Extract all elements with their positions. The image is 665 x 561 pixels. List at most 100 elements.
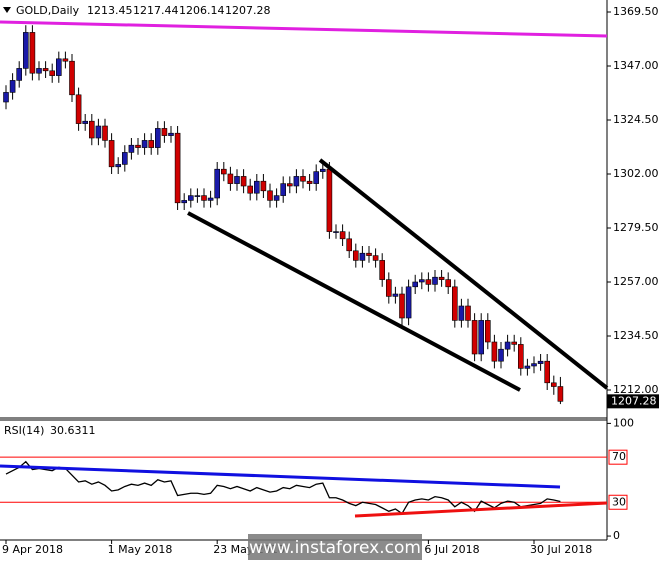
- candle-body: [557, 386, 564, 402]
- candle-body: [207, 197, 214, 201]
- rsi-line: [5, 460, 561, 515]
- y-tick-label: 1302.00: [613, 167, 659, 180]
- candle-body: [372, 255, 379, 261]
- candle-body: [36, 68, 42, 74]
- candle-body: [69, 60, 75, 96]
- candle-body: [234, 176, 240, 184]
- level-label: 30: [612, 495, 626, 508]
- candle-body: [161, 128, 168, 136]
- candle-body: [168, 132, 174, 136]
- candle-body: [432, 276, 438, 285]
- candle-body: [267, 190, 273, 201]
- candle-body: [306, 180, 313, 184]
- rsi-title: RSI(14): [4, 424, 44, 437]
- candle-body: [531, 363, 537, 367]
- candle-body: [280, 183, 287, 196]
- candle-body: [319, 168, 326, 172]
- candle-body: [128, 144, 135, 153]
- candle-body: [9, 80, 16, 93]
- y-tick-label: 100: [613, 416, 634, 429]
- y-tick-label: 1347.00: [613, 59, 659, 72]
- candle-body: [511, 341, 518, 345]
- candle-body: [174, 132, 181, 204]
- level-label-box: [608, 449, 628, 465]
- candle-body: [16, 68, 23, 81]
- x-tick-label: 9 Apr 2018: [2, 543, 63, 556]
- price-label-box: [607, 394, 659, 409]
- candle-body: [366, 252, 372, 256]
- candle-body: [451, 286, 458, 321]
- level-label: 70: [612, 450, 626, 463]
- candle-body: [379, 260, 386, 280]
- candle-body: [240, 176, 247, 187]
- y-tick-label: 1324.50: [613, 113, 659, 126]
- candle-body: [412, 281, 419, 288]
- y-tick-label: 0: [613, 529, 620, 542]
- candle-body: [188, 195, 194, 201]
- candle-body: [122, 152, 128, 165]
- candle-body: [333, 231, 339, 233]
- candle-body: [544, 360, 551, 384]
- candle-body: [29, 32, 36, 74]
- y-tick-label: 1212.00: [613, 383, 659, 396]
- chart-title: GOLD,Daily: [16, 4, 80, 17]
- candle-body: [498, 348, 504, 362]
- candle-body: [550, 382, 557, 387]
- candle-body: [89, 120, 95, 139]
- candle-body: [313, 171, 320, 184]
- open-value: 1213.45: [87, 4, 133, 17]
- candle-body: [42, 68, 49, 72]
- rsi-trend-line: [0, 464, 561, 489]
- watermark-box: [248, 534, 422, 560]
- candle-body: [75, 94, 82, 124]
- level-label-box: [608, 494, 628, 510]
- candle-body: [155, 128, 161, 148]
- candle-body: [445, 279, 452, 288]
- candle-body: [465, 305, 471, 321]
- candle-body: [102, 125, 108, 141]
- y-tick-label: 1279.50: [613, 221, 659, 234]
- low-value: 1206.14: [179, 4, 225, 17]
- candle-body: [194, 195, 201, 197]
- candle-body: [201, 195, 207, 201]
- candle-body: [82, 120, 88, 124]
- candle-body: [352, 250, 359, 261]
- candle-body: [260, 180, 267, 192]
- candle-body: [55, 58, 62, 76]
- y-tick-label: 1234.50: [613, 329, 659, 342]
- candle-body: [227, 173, 234, 184]
- candle-body: [399, 293, 405, 319]
- candle-body: [471, 320, 478, 355]
- candle-body: [478, 320, 485, 355]
- candle-body: [214, 168, 220, 199]
- x-tick-label: 30 Jul 2018: [530, 543, 592, 556]
- candle-body: [484, 320, 491, 343]
- candle-body: [537, 360, 544, 364]
- candle-body: [339, 231, 346, 240]
- candle-body: [458, 305, 465, 321]
- trend-line: [0, 20, 608, 38]
- candle-body: [359, 252, 366, 261]
- candle-body: [392, 293, 399, 297]
- candle-body: [293, 176, 300, 187]
- x-tick-label: 6 Jul 2018: [424, 543, 479, 556]
- y-tick-label: 1369.50: [613, 5, 659, 18]
- candle-body: [22, 32, 29, 69]
- rsi-value: 30.6311: [50, 424, 96, 437]
- candle-body: [3, 92, 9, 103]
- candle-body: [286, 183, 293, 187]
- candle-body: [300, 176, 306, 182]
- candle-body: [517, 344, 524, 369]
- candle-body: [247, 185, 253, 194]
- marks: 1369.50 1347.00 1324.50 1302.00 1279.50 1257.…: [0, 5, 659, 556]
- y-tick-label: 1257.00: [613, 275, 659, 288]
- candle-body: [148, 140, 154, 148]
- candle-body: [346, 238, 353, 252]
- close-value: 1207.28: [225, 4, 271, 17]
- candle-body: [385, 279, 392, 297]
- candle-body: [141, 140, 148, 148]
- candle-body: [221, 168, 227, 175]
- candle-body: [405, 286, 412, 319]
- candle-body: [181, 200, 187, 204]
